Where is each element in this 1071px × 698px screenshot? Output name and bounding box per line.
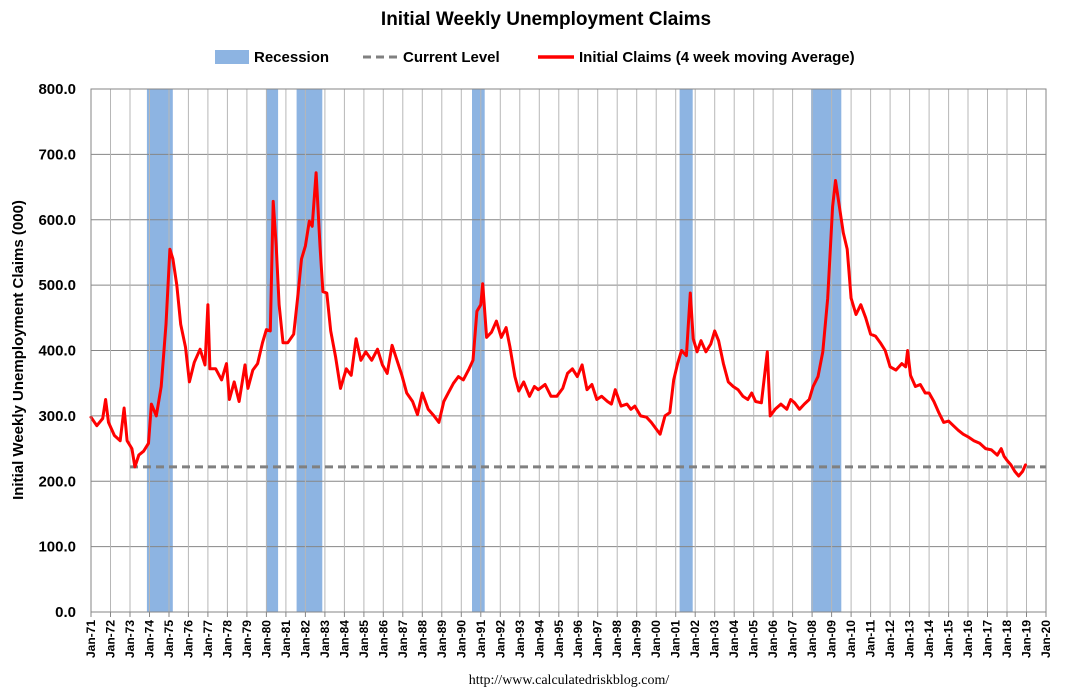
x-tick-label: Jan-16 bbox=[961, 620, 975, 658]
plot-area-border bbox=[90, 88, 1047, 613]
x-tick-label: Jan-00 bbox=[649, 620, 663, 658]
x-tick-label: Jan-72 bbox=[104, 620, 118, 658]
x-tick-label: Jan-86 bbox=[376, 620, 390, 658]
x-tick-label: Jan-77 bbox=[201, 620, 215, 658]
x-tick-label: Jan-09 bbox=[825, 620, 839, 658]
x-tick-label: Jan-93 bbox=[513, 620, 527, 658]
x-tick-label: Jan-81 bbox=[279, 620, 293, 658]
x-tick-label: Jan-89 bbox=[435, 620, 449, 658]
x-tick-label: Jan-94 bbox=[532, 620, 546, 658]
legend-label-recession: Recession bbox=[254, 49, 329, 66]
y-tick-label: 200.0 bbox=[38, 473, 76, 490]
x-tick-label: Jan-84 bbox=[337, 620, 351, 658]
y-tick-label: 500.0 bbox=[38, 277, 76, 294]
x-tick-label: Jan-82 bbox=[298, 620, 312, 658]
legend-swatch-recession bbox=[215, 50, 249, 64]
x-tick-label: Jan-98 bbox=[610, 620, 624, 658]
x-tick-label: Jan-15 bbox=[942, 620, 956, 658]
x-tick-label: Jan-92 bbox=[493, 620, 507, 658]
x-tick-label: Jan-79 bbox=[240, 620, 254, 658]
chart-title: Initial Weekly Unemployment Claims bbox=[381, 9, 711, 30]
x-tick-label: Jan-76 bbox=[181, 620, 195, 658]
x-tick-label: Jan-07 bbox=[786, 620, 800, 658]
x-tick-label: Jan-06 bbox=[766, 620, 780, 658]
x-tick-label: Jan-19 bbox=[1020, 620, 1034, 658]
x-tick-label: Jan-01 bbox=[669, 620, 683, 658]
x-tick-label: Jan-13 bbox=[903, 620, 917, 658]
series-group bbox=[89, 171, 1027, 478]
x-tick-label: Jan-08 bbox=[805, 620, 819, 658]
x-tick-label: Jan-73 bbox=[123, 620, 137, 658]
x-tick-label: Jan-75 bbox=[162, 620, 176, 658]
x-tick-label: Jan-91 bbox=[474, 620, 488, 658]
series-line-initial-claims bbox=[89, 171, 1027, 478]
source-note: http://www.calculatedriskblog.com/ bbox=[469, 673, 670, 688]
x-tick-label: Jan-95 bbox=[552, 620, 566, 658]
legend-label-initial-claims: Initial Claims (4 week moving Average) bbox=[579, 49, 855, 66]
x-tick-label: Jan-17 bbox=[981, 620, 995, 658]
y-tick-label: 700.0 bbox=[38, 146, 76, 163]
legend: Recession Current Level Initial Claims (… bbox=[215, 49, 855, 66]
x-tick-label: Jan-90 bbox=[454, 620, 468, 658]
y-tick-label: 600.0 bbox=[38, 212, 76, 229]
x-tick-label: Jan-20 bbox=[1039, 620, 1053, 658]
x-axis-ticks: Jan-71 Jan-72 Jan-73 Jan-74 Jan-75 Jan-76 Jan-… bbox=[84, 612, 1053, 658]
x-tick-label: Jan-74 bbox=[143, 620, 157, 658]
grid-lines bbox=[90, 88, 1047, 613]
x-tick-label: Jan-80 bbox=[259, 620, 273, 658]
y-tick-label: 300.0 bbox=[38, 408, 76, 425]
x-tick-label: Jan-10 bbox=[844, 620, 858, 658]
x-tick-label: Jan-04 bbox=[727, 620, 741, 658]
x-tick-label: Jan-11 bbox=[864, 620, 878, 658]
y-tick-label: 800.0 bbox=[38, 81, 76, 98]
y-tick-label: 400.0 bbox=[38, 343, 76, 360]
y-axis-ticks: 0.0 100.0 200.0 300.0 400.0 500.0 600.0 700.0 80… bbox=[38, 81, 76, 621]
x-tick-label: Jan-18 bbox=[1000, 620, 1014, 658]
x-tick-label: Jan-97 bbox=[591, 620, 605, 658]
x-tick-label: Jan-96 bbox=[571, 620, 585, 658]
x-tick-label: Jan-78 bbox=[220, 620, 234, 658]
x-tick-label: Jan-87 bbox=[396, 620, 410, 658]
y-tick-label: 100.0 bbox=[38, 539, 76, 556]
legend-label-current-level: Current Level bbox=[403, 49, 500, 66]
x-tick-label: Jan-14 bbox=[922, 620, 936, 658]
x-tick-label: Jan-02 bbox=[688, 620, 702, 658]
x-tick-label: Jan-03 bbox=[708, 620, 722, 658]
y-axis-label: Initial Weekly Unemployment Claims (000) bbox=[10, 200, 27, 500]
x-tick-label: Jan-88 bbox=[415, 620, 429, 658]
x-tick-label: Jan-12 bbox=[883, 620, 897, 658]
x-tick-label: Jan-83 bbox=[318, 620, 332, 658]
x-tick-label: Jan-05 bbox=[747, 620, 761, 658]
x-tick-label: Jan-85 bbox=[357, 620, 371, 658]
x-tick-label: Jan-71 bbox=[84, 620, 98, 658]
y-tick-label: 0.0 bbox=[55, 604, 76, 621]
x-tick-label: Jan-99 bbox=[630, 620, 644, 658]
